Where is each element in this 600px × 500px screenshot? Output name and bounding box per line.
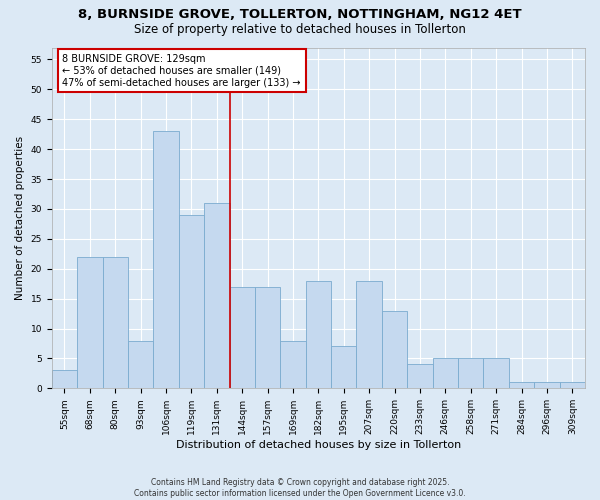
Bar — [560, 382, 585, 388]
X-axis label: Distribution of detached houses by size in Tollerton: Distribution of detached houses by size … — [176, 440, 461, 450]
Bar — [128, 340, 154, 388]
Bar — [255, 286, 280, 388]
Bar — [331, 346, 356, 389]
Y-axis label: Number of detached properties: Number of detached properties — [15, 136, 25, 300]
Bar — [407, 364, 433, 388]
Bar — [204, 203, 230, 388]
Text: Contains HM Land Registry data © Crown copyright and database right 2025.
Contai: Contains HM Land Registry data © Crown c… — [134, 478, 466, 498]
Text: Size of property relative to detached houses in Tollerton: Size of property relative to detached ho… — [134, 22, 466, 36]
Bar — [484, 358, 509, 388]
Bar — [534, 382, 560, 388]
Bar — [230, 286, 255, 388]
Bar — [458, 358, 484, 388]
Text: 8, BURNSIDE GROVE, TOLLERTON, NOTTINGHAM, NG12 4ET: 8, BURNSIDE GROVE, TOLLERTON, NOTTINGHAM… — [78, 8, 522, 20]
Bar — [77, 257, 103, 388]
Bar — [356, 280, 382, 388]
Bar — [52, 370, 77, 388]
Bar — [382, 310, 407, 388]
Bar — [103, 257, 128, 388]
Bar — [433, 358, 458, 388]
Bar — [305, 280, 331, 388]
Bar — [179, 215, 204, 388]
Bar — [154, 131, 179, 388]
Bar — [280, 340, 305, 388]
Bar — [509, 382, 534, 388]
Text: 8 BURNSIDE GROVE: 129sqm
← 53% of detached houses are smaller (149)
47% of semi-: 8 BURNSIDE GROVE: 129sqm ← 53% of detach… — [62, 54, 301, 88]
